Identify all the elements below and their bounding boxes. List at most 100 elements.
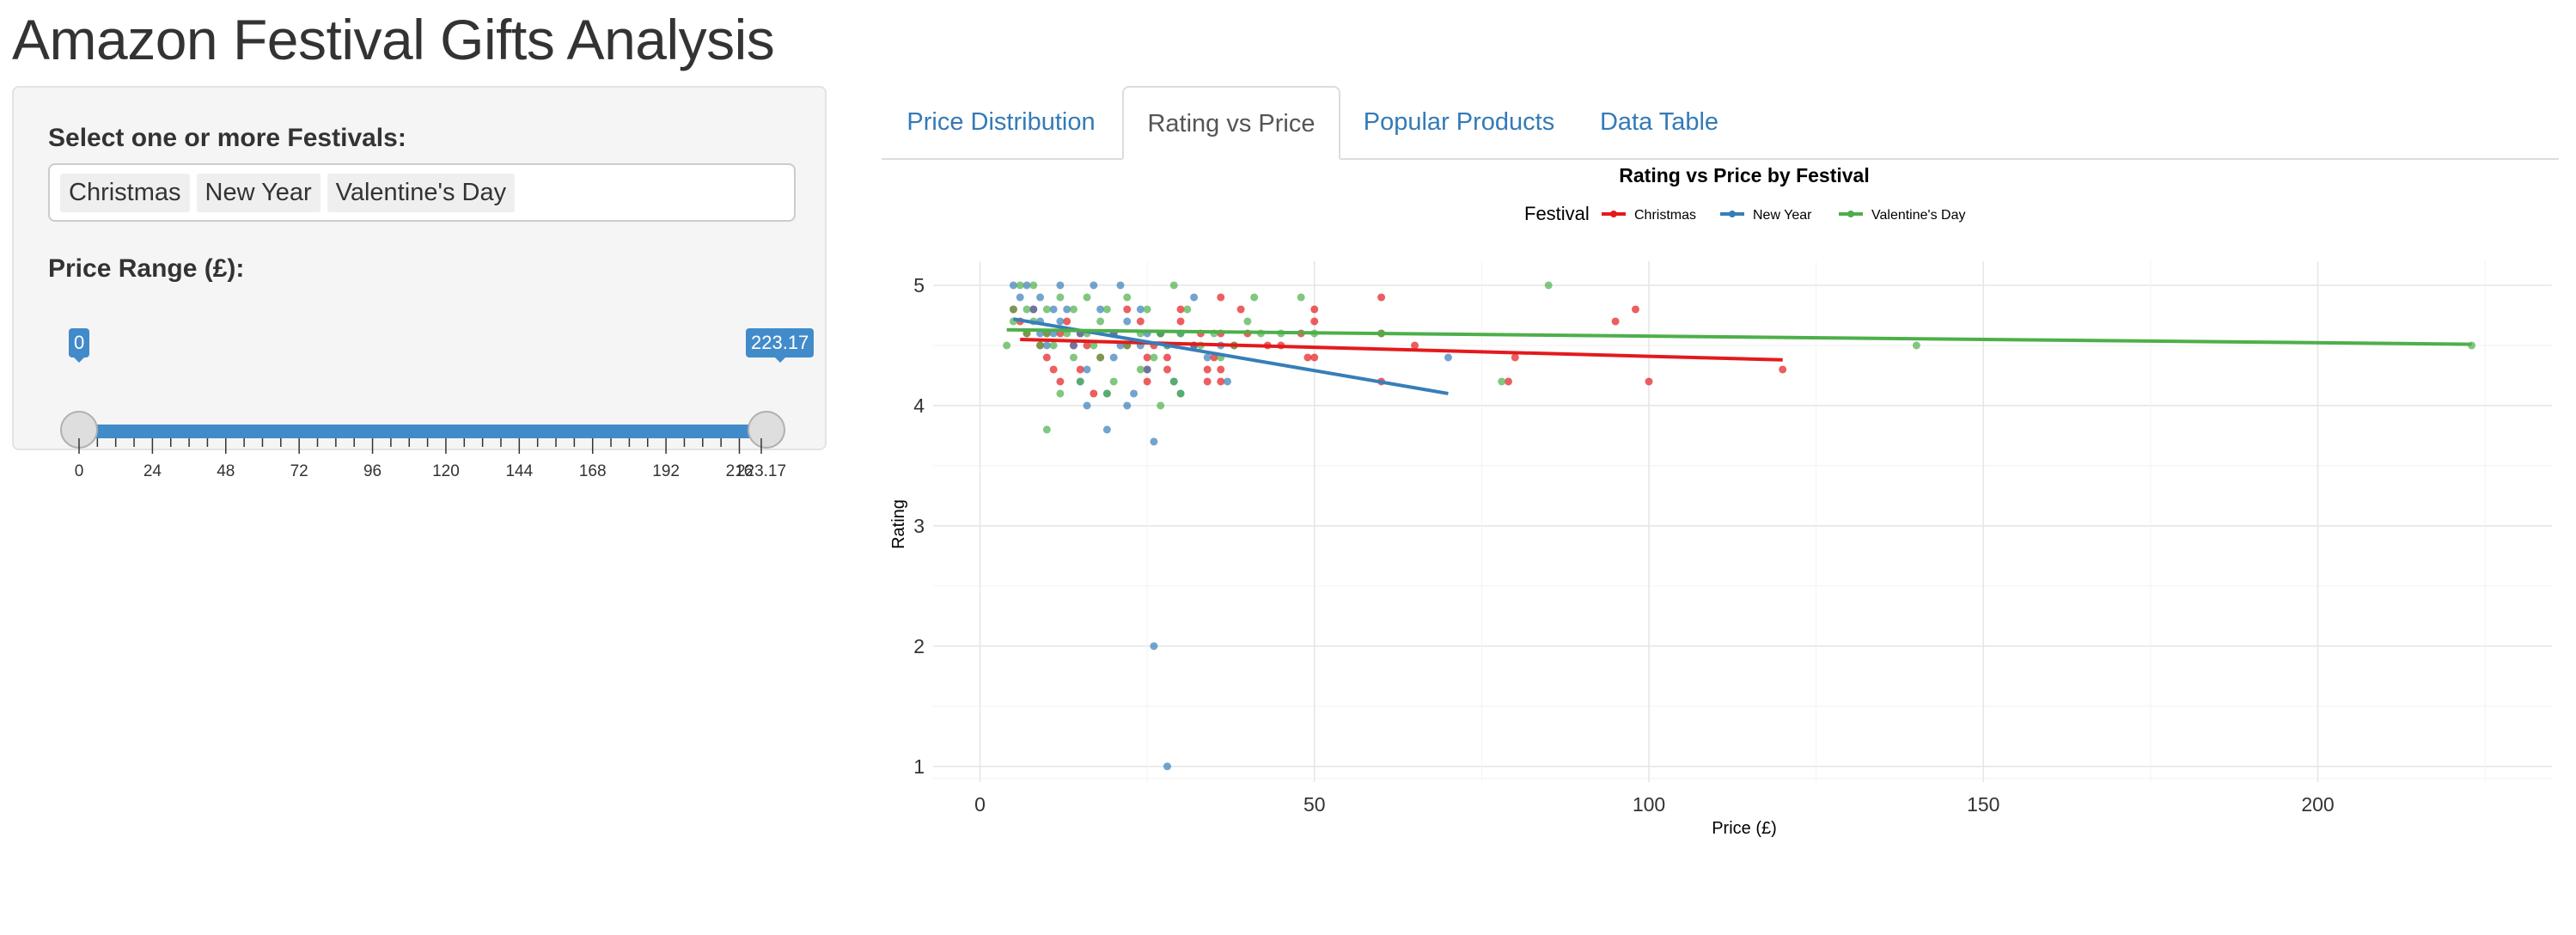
data-point xyxy=(1217,377,1225,386)
data-point xyxy=(1083,401,1091,410)
data-point xyxy=(1544,281,1553,290)
price-range-label: Price Range (£): xyxy=(48,254,245,283)
trend-line xyxy=(1020,337,1783,362)
x-tick-label: 200 xyxy=(2301,793,2334,816)
festival-chip[interactable]: New Year xyxy=(196,173,320,212)
data-point xyxy=(1036,341,1045,350)
data-point xyxy=(1505,377,1513,386)
data-point xyxy=(1096,353,1105,362)
slider-tick-label: 48 xyxy=(217,462,235,480)
slider-tick-label: 120 xyxy=(432,462,460,480)
x-tick-label: 150 xyxy=(1967,793,1999,816)
data-point xyxy=(1029,281,1038,290)
data-point xyxy=(1779,365,1787,374)
data-point xyxy=(1150,642,1158,651)
legend-label: New Year xyxy=(1753,208,1812,223)
data-point xyxy=(1056,293,1065,302)
data-point xyxy=(1076,377,1084,386)
data-point xyxy=(1377,293,1386,302)
data-point xyxy=(1016,293,1024,302)
data-point xyxy=(1109,377,1118,386)
data-point xyxy=(1090,389,1098,398)
x-axis-label: Price (£) xyxy=(1712,819,1777,838)
data-point xyxy=(1498,377,1506,386)
festival-chip[interactable]: Christmas xyxy=(60,173,190,212)
data-point xyxy=(1303,353,1312,362)
data-point xyxy=(1912,341,1920,350)
data-point xyxy=(1143,353,1151,362)
data-point xyxy=(1236,305,1245,314)
legend-label: Valentine's Day xyxy=(1871,208,1965,223)
tab-data-table[interactable]: Data Table xyxy=(1599,108,1719,136)
data-point xyxy=(1243,317,1252,326)
data-point xyxy=(1143,377,1151,386)
data-point xyxy=(1003,341,1011,350)
data-point xyxy=(1297,293,1305,302)
slider-tick-label: 192 xyxy=(652,462,680,480)
data-point xyxy=(1063,317,1071,326)
data-point xyxy=(1049,365,1058,374)
data-point xyxy=(1136,317,1145,326)
legend-key-point xyxy=(1610,211,1617,217)
slider-track[interactable] xyxy=(79,425,765,438)
data-point xyxy=(1217,365,1225,374)
slider-tick-label: 223.17 xyxy=(736,462,786,480)
chart-grid xyxy=(933,261,2552,782)
data-point xyxy=(1083,341,1091,350)
y-tick-label: 4 xyxy=(913,394,925,417)
tab-popular-products[interactable]: Popular Products xyxy=(1363,108,1555,136)
data-point xyxy=(1096,317,1105,326)
data-point xyxy=(1176,305,1185,314)
slider-tick-label: 24 xyxy=(143,462,162,480)
slider-tick-label: 144 xyxy=(505,462,533,480)
data-point xyxy=(1022,281,1031,290)
data-point xyxy=(1069,305,1077,314)
data-point xyxy=(1123,293,1132,302)
data-point xyxy=(1163,353,1171,362)
chart-title: Rating vs Price by Festival xyxy=(1619,164,1869,186)
data-point xyxy=(1016,281,1024,290)
x-tick-label: 100 xyxy=(1633,793,1665,816)
legend-key-point xyxy=(1729,211,1736,217)
x-tick-label: 0 xyxy=(974,793,986,816)
data-point xyxy=(1022,305,1031,314)
data-point xyxy=(1143,305,1151,314)
data-point xyxy=(1444,353,1452,362)
legend-label: Christmas xyxy=(1634,208,1696,223)
tab-price-distribution[interactable]: Price Distribution xyxy=(906,108,1096,136)
data-point xyxy=(1102,389,1111,398)
data-point xyxy=(1090,341,1098,350)
festival-select-input[interactable]: Christmas New Year Valentine's Day xyxy=(48,163,796,222)
slider-handle-to[interactable] xyxy=(748,411,785,449)
data-point xyxy=(1203,377,1212,386)
data-point xyxy=(1049,341,1058,350)
rating-vs-price-chart: Rating vs Price by Festival Festival Chris… xyxy=(889,164,2552,838)
data-point xyxy=(1090,281,1098,290)
data-point xyxy=(1511,353,1519,362)
legend-title: Festival xyxy=(1524,203,1590,224)
data-point xyxy=(1069,353,1077,362)
data-point xyxy=(1183,305,1192,314)
tab-rating-vs-price[interactable]: Rating vs Price xyxy=(1122,86,1340,160)
data-point xyxy=(1123,305,1132,314)
data-point xyxy=(1631,305,1639,314)
data-point xyxy=(1310,353,1319,362)
data-point xyxy=(1150,353,1158,362)
data-point xyxy=(1036,293,1045,302)
data-point xyxy=(1096,305,1105,314)
slider-tick-label: 72 xyxy=(290,462,308,480)
slider-tick-label: 96 xyxy=(363,462,382,480)
data-point xyxy=(1042,341,1051,350)
data-point xyxy=(1130,389,1138,398)
slider-to-bubble: 223.17 xyxy=(746,328,815,363)
price-range-slider[interactable]: 0 223.17 0 24 48 72 96 120 144 168 192 216 223.17 xyxy=(48,328,815,500)
data-point xyxy=(1203,353,1212,362)
festival-chip[interactable]: Valentine's Day xyxy=(327,173,516,212)
data-point xyxy=(1645,377,1653,386)
data-point xyxy=(1042,305,1051,314)
data-point xyxy=(1136,305,1145,314)
data-point xyxy=(1056,281,1065,290)
data-point xyxy=(1049,305,1058,314)
slider-from-bubble: 0 xyxy=(69,328,90,363)
